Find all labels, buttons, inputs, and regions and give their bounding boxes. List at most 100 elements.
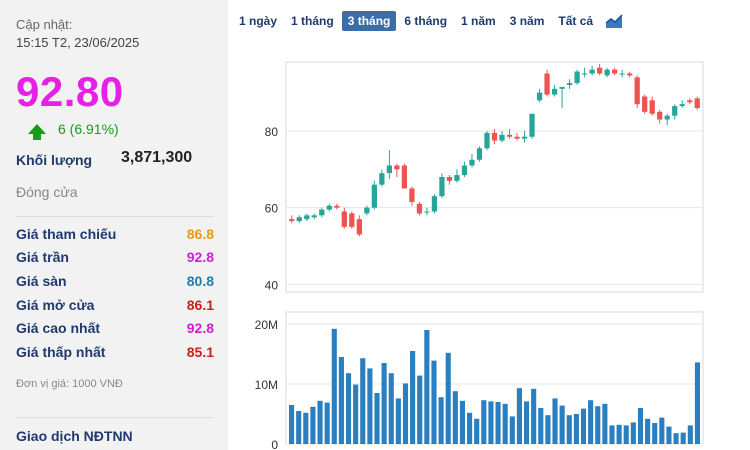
candle-body — [529, 113, 535, 137]
tab-3-years[interactable]: 3 năm — [509, 14, 545, 28]
candle-body — [536, 92, 543, 101]
divider — [16, 417, 214, 418]
candle-body — [289, 219, 295, 222]
volume-bar — [353, 384, 359, 444]
volume-bar — [573, 414, 579, 444]
candle-body — [574, 71, 580, 84]
candle-body — [672, 106, 678, 116]
candle-body — [446, 177, 453, 181]
volume-bar — [552, 398, 558, 444]
volume-bar — [531, 388, 537, 444]
volume-bar — [367, 368, 373, 444]
candle-body — [604, 69, 610, 76]
volume-tick-label: 10M — [255, 378, 278, 392]
candle-body — [296, 217, 302, 222]
candle-body — [469, 159, 475, 166]
candle-body — [642, 96, 648, 112]
candle-body — [461, 165, 468, 176]
volume-bar — [623, 425, 629, 444]
candle-body — [439, 177, 445, 197]
volume-bar — [410, 351, 416, 444]
volume-bar — [680, 432, 686, 444]
price-change: 6 (6.91%) — [28, 121, 119, 140]
candle-body — [679, 104, 685, 107]
volume-bar — [595, 406, 601, 444]
volume-bar — [452, 391, 458, 444]
volume-bar — [588, 400, 594, 444]
candle-body — [319, 209, 325, 216]
candle-body — [349, 213, 355, 227]
candle-body — [334, 205, 340, 208]
tab-1-year[interactable]: 1 năm — [461, 14, 496, 28]
tab-1-month[interactable]: 1 tháng — [291, 14, 334, 28]
volume-bar — [288, 405, 295, 444]
candle-body — [514, 136, 520, 139]
stat-label: Giá sàn — [16, 273, 67, 289]
price-tick-label: 60 — [265, 202, 279, 216]
candle-body — [551, 88, 558, 95]
volume-bar — [616, 424, 622, 444]
market-status: Đóng cửa — [16, 184, 78, 200]
candle-body — [634, 77, 640, 105]
volume-bar — [424, 330, 430, 444]
volume-bar — [609, 425, 615, 444]
candle-body — [499, 134, 505, 141]
candle-body — [506, 134, 513, 137]
candle-body — [581, 73, 588, 75]
updated-time: 15:15 T2, 23/06/2025 — [16, 35, 140, 50]
volume-bar — [538, 408, 544, 444]
volume-bar — [467, 412, 473, 444]
candle-body — [694, 98, 700, 108]
stat-value: 92.8 — [186, 320, 214, 336]
volume-bar — [516, 388, 522, 444]
time-range-tabs: 1 ngày 1 tháng 3 tháng 6 tháng 1 năm 3 n… — [233, 10, 624, 32]
stat-value: 85.1 — [186, 344, 214, 360]
price-plot-frame — [285, 61, 704, 293]
candle-body — [687, 100, 693, 103]
price-unit-note: Đơn vị giá: 1000 VNĐ — [16, 378, 123, 390]
stat-row: Giá sàn 80.8 — [16, 273, 214, 293]
stat-value: 80.8 — [186, 273, 214, 289]
volume-bar — [645, 418, 651, 444]
updated-label: Cập nhật: — [16, 17, 73, 32]
volume-bar — [303, 412, 309, 444]
tab-all[interactable]: Tất cả — [558, 14, 594, 28]
volume-bar — [566, 415, 572, 444]
candle-body — [401, 165, 408, 189]
volume-bar — [417, 375, 423, 444]
volume-bar — [459, 400, 466, 444]
area-chart-icon[interactable] — [605, 13, 624, 29]
candle-body — [386, 165, 393, 174]
stat-label: Giá tham chiếu — [16, 226, 117, 242]
stat-row: Giá mở cửa 86.1 — [16, 297, 214, 317]
candle-body — [596, 67, 603, 74]
candle-body — [416, 203, 423, 214]
candle-body — [304, 215, 310, 220]
volume-bar — [559, 405, 565, 444]
candle-body — [627, 73, 633, 76]
price-tick-label: 80 — [265, 125, 279, 139]
volume-bar — [502, 403, 508, 444]
volume-bar — [488, 401, 494, 444]
volume-bar — [666, 426, 672, 444]
volume-bar — [687, 425, 693, 444]
candle-body — [649, 100, 655, 114]
volume-bar — [474, 418, 480, 444]
stat-value: 92.8 — [186, 249, 214, 265]
candle-body — [612, 69, 618, 74]
candle-body — [544, 73, 550, 95]
candle-body — [364, 207, 370, 214]
volume-bar — [338, 357, 344, 444]
candle-body — [566, 83, 573, 85]
price-change-value: 6 (6.91%) — [58, 121, 119, 137]
candle-body — [326, 205, 332, 210]
volume-bar — [360, 358, 366, 444]
tab-3-months[interactable]: 3 tháng — [341, 11, 397, 31]
volume-bar — [630, 422, 636, 444]
volume-bar — [431, 360, 437, 444]
stat-label: Giá thấp nhất — [16, 344, 106, 360]
candle-body — [657, 111, 663, 120]
foreign-trading-link[interactable]: Giao dịch NĐTNN — [16, 428, 133, 444]
tab-6-months[interactable]: 6 tháng — [404, 14, 448, 28]
tab-1-day[interactable]: 1 ngày — [239, 14, 278, 28]
